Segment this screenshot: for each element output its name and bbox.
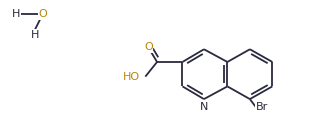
Text: HO: HO (123, 72, 140, 82)
Text: O: O (38, 9, 47, 19)
Text: N: N (200, 102, 208, 112)
Text: Br: Br (256, 102, 268, 112)
Text: H: H (31, 30, 39, 40)
Text: O: O (144, 42, 152, 52)
Text: H: H (12, 9, 20, 19)
